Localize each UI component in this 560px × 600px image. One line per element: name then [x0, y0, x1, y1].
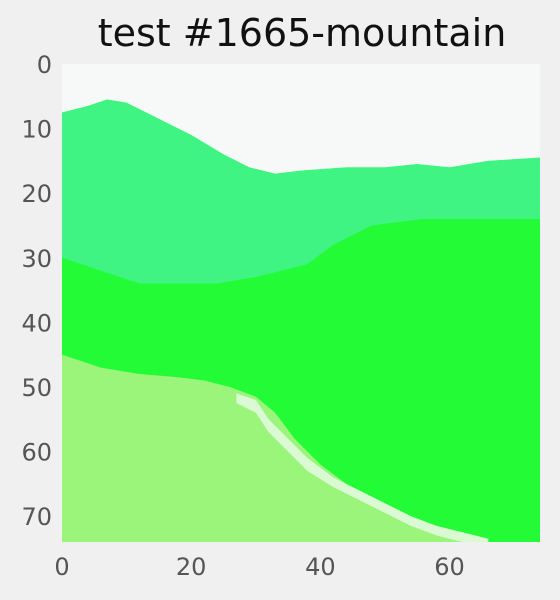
region-upper-slope	[62, 99, 540, 284]
chart-title: test #1665-mountain	[98, 11, 507, 55]
x-tick-label: 20	[176, 553, 207, 581]
x-tick-label: 60	[434, 553, 465, 581]
y-tick-label: 30	[21, 245, 52, 273]
x-tick-label: 0	[54, 553, 69, 581]
region-sky	[62, 64, 540, 174]
y-tick-label: 20	[21, 180, 52, 208]
x-axis-ticks: 0 20 40 60	[54, 553, 464, 581]
y-tick-label: 10	[21, 116, 52, 144]
region-meadow	[62, 354, 489, 542]
y-tick-label: 40	[21, 309, 52, 337]
y-tick-label: 0	[37, 51, 52, 79]
x-tick-label: 40	[305, 553, 336, 581]
y-axis-ticks: 0 10 20 30 40 50 60 70	[21, 51, 52, 531]
y-tick-label: 70	[21, 503, 52, 531]
y-tick-label: 60	[21, 439, 52, 467]
y-tick-label: 50	[21, 374, 52, 402]
plot-area	[62, 64, 540, 542]
